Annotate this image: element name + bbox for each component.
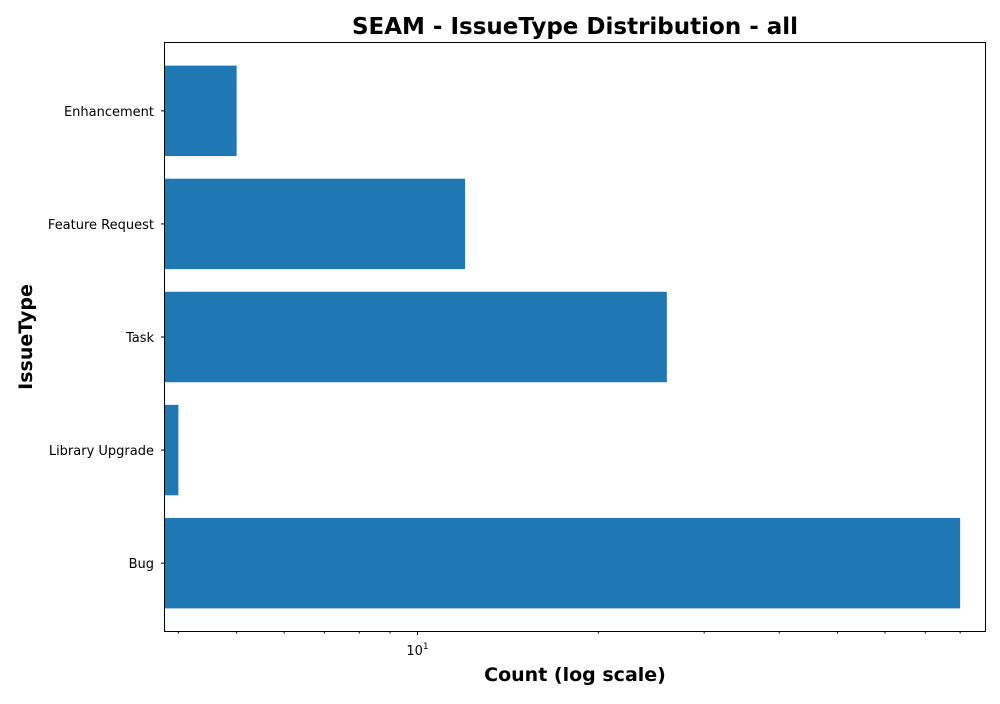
plot-area-frame <box>164 42 986 632</box>
y-tick-label: Enhancement <box>64 105 154 120</box>
bars-group <box>165 65 961 609</box>
y-tick-label: Bug <box>129 557 154 572</box>
x-axis-ticks: 101 <box>177 631 961 659</box>
y-tick-label: Feature Request <box>48 218 154 233</box>
y-tick-label: Library Upgrade <box>49 444 154 459</box>
x-tick-label: 101 <box>406 642 428 659</box>
bar-task <box>165 291 667 383</box>
y-axis-ticks: Bug Library Upgrade Task Feature Request Enh… <box>48 105 165 572</box>
bar-library-upgrade <box>165 404 179 496</box>
y-axis-label: IssueType <box>15 284 37 390</box>
bar-feature-request <box>165 178 466 270</box>
y-tick-label: Task <box>125 331 155 346</box>
bar-bug <box>165 517 961 609</box>
chart-title: SEAM - IssueType Distribution - all <box>352 14 798 40</box>
bar-enhancement <box>165 65 237 157</box>
x-axis-label: Count (log scale) <box>484 664 666 686</box>
